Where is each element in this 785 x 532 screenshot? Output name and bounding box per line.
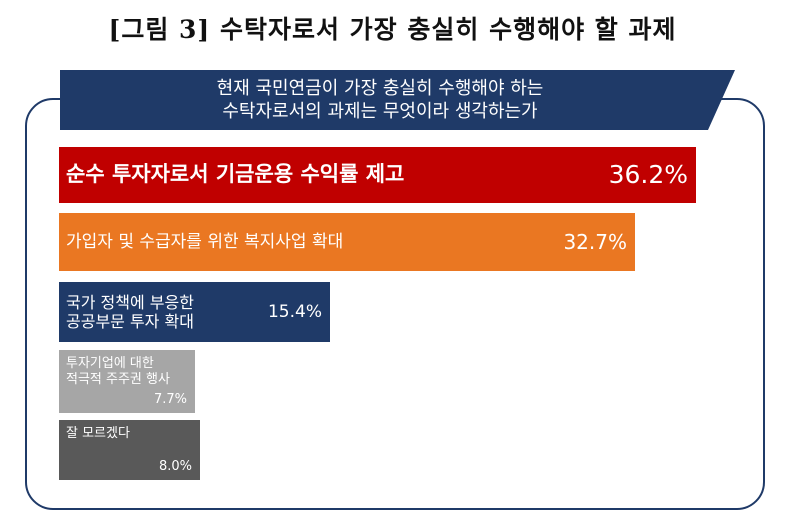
bar-value-label: 7.7% [153,392,187,407]
bar-label: 투자기업에 대한 적극적 주주권 행사 [66,356,170,387]
bar-label: 잘 모르겠다 [66,426,130,442]
bar-label: 국가 정책에 부응한 공공부문 투자 확대 [66,293,194,331]
bar [59,350,195,413]
bar [59,282,330,342]
question-line-2: 수탁자로서의 과제는 무엇이라 생각하는가 [222,101,538,122]
bar-value-label: 36.2% [608,160,688,189]
question-line-1: 현재 국민연금이 가장 충실히 수행해야 하는 [216,78,544,99]
bar-label-line: 가입자 및 수급자를 위한 복지사업 확대 [66,231,344,252]
bar-label: 순수 투자자로서 기금운용 수익률 제고 [66,162,404,187]
bar [59,213,635,271]
bar-value-label: 15.4% [267,301,322,322]
bar-label-line: 국가 정책에 부응한 [66,292,194,312]
bar-label-line: 순수 투자자로서 기금운용 수익률 제고 [66,162,405,187]
bar-label-line: 공공부문 투자 확대 [66,311,194,331]
bar-value-label: 32.7% [563,230,627,254]
figure-title: [그림 3] 수탁자로서 가장 충실히 수행해야 할 과제 [108,15,677,44]
bar-label-line: 적극적 주주권 행사 [66,371,170,387]
bar [59,147,696,203]
bar [59,420,200,480]
bar-label: 가입자 및 수급자를 위한 복지사업 확대 [66,232,343,252]
bar-label-line: 잘 모르겠다 [66,426,130,441]
bar-label-line: 투자기업에 대한 [66,356,154,371]
question-banner [60,70,735,130]
bar-value-label: 8.0% [158,459,192,474]
